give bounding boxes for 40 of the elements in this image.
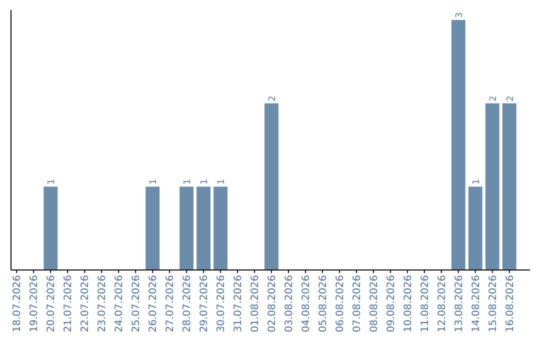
data-label: 1 (183, 178, 194, 185)
x-tick-label: 29.07.2026 (199, 275, 210, 332)
x-tick-label: 16.08.2026 (504, 275, 516, 332)
x-tick-label: 24.07.2026 (114, 275, 126, 332)
x-tick-label: 21.07.2026 (63, 275, 74, 332)
x-tick-label: 11.08.2026 (420, 275, 431, 332)
data-label: 3 (454, 12, 465, 18)
x-tick-label: 25.07.2026 (131, 275, 142, 332)
x-tick-label: 03.08.2026 (284, 275, 295, 332)
x-tick-label: 15.08.2026 (488, 275, 499, 332)
data-label: 2 (488, 96, 499, 102)
x-tick-label: 19.07.2026 (29, 275, 40, 332)
x-tick-label: 31.07.2026 (233, 275, 244, 332)
x-tick-label: 13.08.2026 (454, 275, 465, 332)
x-tick-label: 10.08.2026 (402, 275, 414, 332)
data-label: 2 (506, 96, 516, 102)
x-tick-label: 23.07.2026 (97, 275, 108, 332)
x-tick-label: 27.07.2026 (165, 275, 176, 332)
x-tick-label: 02.08.2026 (266, 275, 278, 332)
x-tick-label: 06.08.2026 (334, 275, 346, 332)
x-tick-label: 01.08.2026 (250, 275, 262, 332)
x-tick-label: 30.07.2026 (216, 275, 228, 332)
x-tick-label: 09.08.2026 (386, 275, 397, 332)
x-tick-label: 05.08.2026 (318, 275, 329, 332)
x-tick-label: 07.08.2026 (352, 275, 363, 332)
data-label: 1 (217, 178, 228, 185)
x-tick-label: 08.08.2026 (368, 275, 380, 332)
x-tick-label: 22.07.2026 (80, 275, 92, 332)
data-label: 1 (472, 178, 482, 185)
data-label: 1 (47, 178, 58, 185)
x-tick-label: 12.08.2026 (436, 275, 448, 332)
x-tick-label: 18.07.2026 (12, 275, 24, 332)
x-tick-label: 26.07.2026 (148, 275, 160, 332)
data-label: 1 (200, 178, 210, 185)
x-tick-label: 28.07.2026 (182, 275, 194, 332)
data-label: 2 (268, 96, 278, 102)
data-label: 1 (149, 178, 160, 185)
x-tick-label: 04.08.2026 (300, 275, 312, 332)
x-tick-label: 20.07.2026 (46, 275, 58, 332)
x-tick-label: 14.08.2026 (470, 275, 482, 332)
